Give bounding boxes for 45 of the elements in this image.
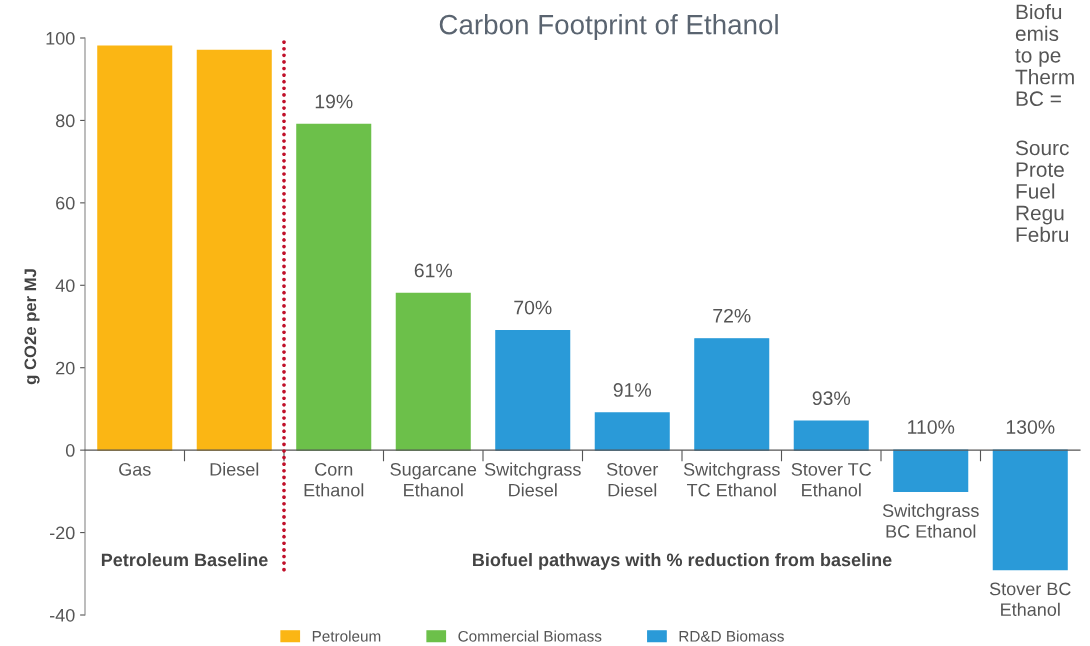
- x-tick-label: Switchgrass TC Ethanol: [683, 462, 780, 497]
- annotation: 130%: [1006, 420, 1055, 434]
- annotation: Biofuel pathways with % reduction from baseline: [473, 553, 892, 570]
- chart-title: Carbon Footprint of Ethanol: [439, 14, 778, 40]
- bar: [594, 412, 670, 451]
- x-tick-label: Stover BC Ethanol: [989, 582, 1071, 617]
- bar: [893, 449, 969, 493]
- y-tick-label: 80: [55, 114, 75, 128]
- x-tick-label: Corn Ethanol: [304, 462, 364, 497]
- annotation: 19%: [315, 94, 353, 109]
- bar: [395, 292, 471, 451]
- legend-label: RD&D Biomass: [679, 630, 784, 642]
- annotation: 110%: [908, 420, 955, 434]
- x-tick-label: Gas: [119, 462, 151, 476]
- legend-label: Petroleum: [312, 630, 381, 642]
- annotation: 70%: [514, 300, 552, 315]
- bar: [196, 49, 272, 451]
- bar: [296, 123, 372, 451]
- bar: [992, 449, 1068, 571]
- y-tick-label: 20: [56, 361, 75, 375]
- y-tick-label: 100: [46, 31, 75, 45]
- bar: [97, 45, 173, 451]
- x-tick-label: Switchgrass BC Ethanol: [882, 503, 979, 538]
- x-tick-label: Stover TC Ethanol: [791, 462, 872, 497]
- annotation: Biofu emis to pe Therm BC =: [1015, 4, 1074, 107]
- annotation: 91%: [613, 383, 652, 397]
- bar: [793, 420, 869, 451]
- y-tick-label: 0: [65, 444, 75, 457]
- y-tick-label: -20: [49, 526, 75, 540]
- annotation: Sourc Prote Fuel Regu Febru: [1015, 140, 1069, 243]
- annotation: 72%: [713, 308, 751, 323]
- y-axis-title: g CO2e per MJ: [24, 269, 40, 385]
- bar: [495, 329, 571, 451]
- x-tick-label: Diesel: [210, 462, 259, 476]
- y-tick-label: 60: [56, 196, 75, 210]
- bar: [694, 338, 770, 451]
- x-tick-label: Sugarcane Ethanol: [390, 462, 477, 497]
- y-tick-label: -40: [49, 608, 75, 622]
- annotation: 61%: [414, 263, 453, 278]
- x-tick-label: Switchgrass Diesel: [484, 462, 581, 497]
- x-tick-label: Stover Diesel: [606, 462, 659, 497]
- legend-label: Commercial Biomass: [458, 630, 602, 642]
- annotation: Petroleum Baseline: [101, 553, 268, 567]
- annotation: 93%: [812, 391, 851, 406]
- y-tick-label: 40: [55, 279, 75, 293]
